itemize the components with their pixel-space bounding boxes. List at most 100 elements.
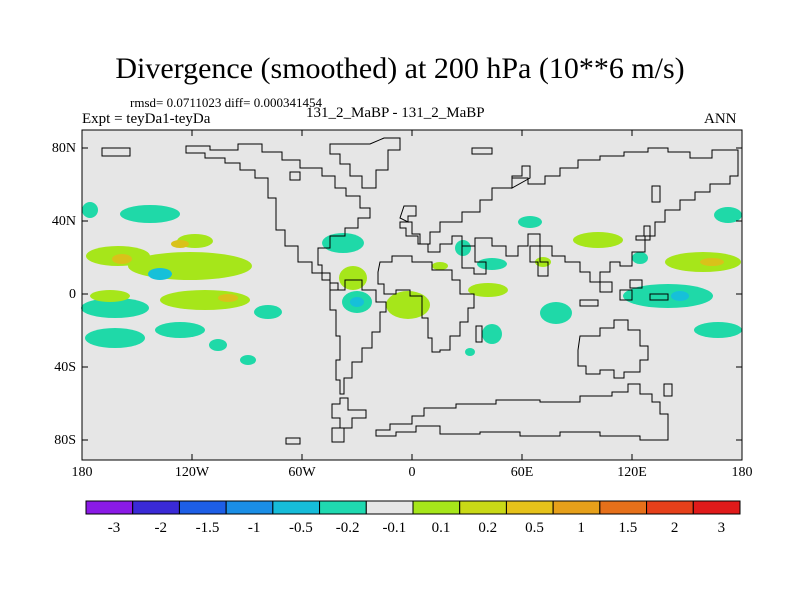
lat-label-eq: 0 <box>69 287 76 302</box>
contour-blob <box>386 291 430 319</box>
lon-label-180w: 180 <box>71 465 93 480</box>
contour-blob <box>120 205 180 223</box>
tick-marks <box>82 130 742 460</box>
colorbar-swatch <box>85 500 134 515</box>
colorbar-swatch <box>505 500 554 515</box>
coastline-layer <box>101 137 739 445</box>
contour-blob <box>81 298 149 318</box>
lat-label-80s: 80S <box>54 433 76 448</box>
coast-svalbard <box>471 147 493 155</box>
contour-blob <box>339 266 367 290</box>
contour-blob <box>482 324 502 344</box>
coast-novaya-zemlya <box>511 165 531 189</box>
coast-sakhalin <box>651 185 661 203</box>
contour-blob <box>171 240 189 248</box>
coast-africa <box>377 255 475 353</box>
colorbar-label: -0.1 <box>382 520 407 536</box>
season-label: ANN <box>704 111 737 127</box>
colorbar-label: 0.5 <box>525 520 544 536</box>
colorbar-swatch <box>692 500 741 515</box>
colorbar-label: 0.2 <box>478 520 498 536</box>
coast-arctic-island <box>101 147 131 157</box>
coast-philippines <box>629 279 643 289</box>
contour-blob <box>90 290 130 302</box>
coast-india <box>529 245 549 277</box>
contour-blob <box>322 233 364 253</box>
lat-label-40s: 40S <box>54 360 76 375</box>
coast-british-isles <box>399 205 417 223</box>
lat-label-80n: 80N <box>51 141 76 156</box>
contour-blob <box>254 305 282 319</box>
colorbar-swatch <box>178 500 227 515</box>
colorbar-label: 1 <box>577 520 585 536</box>
stats-line: rmsd= 0.0711023 diff= 0.000341454 <box>130 95 322 110</box>
coast-north-america <box>185 143 371 274</box>
contour-blob <box>148 268 172 280</box>
coast-sulawesi <box>619 289 633 301</box>
colorbar-label: 2 <box>670 520 679 536</box>
contour-blob <box>477 258 507 270</box>
coast-borneo <box>599 281 613 293</box>
coast-antarctica <box>375 383 669 441</box>
colorbar-label: -1 <box>247 520 261 536</box>
lon-label-60e: 60E <box>510 465 534 480</box>
colorbar-label: -2 <box>154 520 167 536</box>
colorbar-swatch <box>412 500 461 515</box>
contour-fill-layer <box>81 202 742 365</box>
case-line: 131_2_MaBP - 131_2_MaBP <box>306 105 485 121</box>
colorbar-swatch <box>646 500 694 515</box>
contour-blob <box>540 302 572 324</box>
contour-blob <box>240 355 256 365</box>
colorbar-swatch <box>365 500 414 515</box>
contour-blob <box>671 291 689 301</box>
contour-blob <box>432 262 448 270</box>
contour-blob <box>112 254 132 264</box>
colorbar-label: 1.5 <box>618 520 638 536</box>
contour-blob <box>468 283 508 297</box>
colorbar-swatch <box>225 500 274 515</box>
colorbar-label: 3 <box>717 520 726 536</box>
coast-greenland <box>329 137 401 189</box>
contour-blob <box>209 339 227 351</box>
coast-south-america <box>329 279 387 395</box>
coast-hudson-bay <box>289 171 301 181</box>
coast-new-zealand <box>663 383 673 397</box>
contour-blob <box>350 297 364 307</box>
contour-blob <box>700 258 724 266</box>
colorbar-label: -3 <box>107 520 121 536</box>
lon-label-60w: 60W <box>288 465 316 480</box>
expt-line: Expt = teyDa1-teyDa <box>82 111 211 127</box>
contour-blob <box>518 216 542 228</box>
lon-label-180e: 180 <box>731 465 753 480</box>
contour-blob <box>465 348 475 356</box>
contour-blob <box>155 322 205 338</box>
coast-japan <box>635 225 651 241</box>
coast-ice-shelf <box>331 427 345 443</box>
coast-antarctic-peninsula <box>331 397 367 429</box>
colorbar <box>85 500 741 515</box>
colorbar-swatch <box>552 500 601 515</box>
colorbar-swatch <box>319 500 367 515</box>
colorbar-swatch <box>459 500 507 515</box>
colorbar-label: -1.5 <box>195 520 220 536</box>
colorbar-label: 0.1 <box>431 520 451 536</box>
lat-label-40n: 40N <box>51 214 76 229</box>
contour-blob <box>573 232 623 248</box>
contour-blob <box>714 207 742 223</box>
coast-madagascar <box>475 325 483 343</box>
coast-arabia <box>461 245 487 275</box>
coast-new-guinea <box>649 293 669 301</box>
colorbar-swatch <box>599 500 648 515</box>
contour-blob <box>218 294 238 302</box>
contour-blob <box>694 322 742 338</box>
contour-blob <box>632 252 648 264</box>
colorbar-label: -0.2 <box>335 520 360 536</box>
lon-label-120w: 120W <box>174 465 210 480</box>
coast-java <box>579 299 599 307</box>
contour-blob <box>455 240 471 256</box>
plot-title: Divergence (smoothed) at 200 hPa (10**6 … <box>115 52 685 85</box>
colorbar-swatch <box>132 500 180 515</box>
lon-label-120e: 120E <box>617 465 647 480</box>
coast-antarctic-ice <box>285 437 301 445</box>
